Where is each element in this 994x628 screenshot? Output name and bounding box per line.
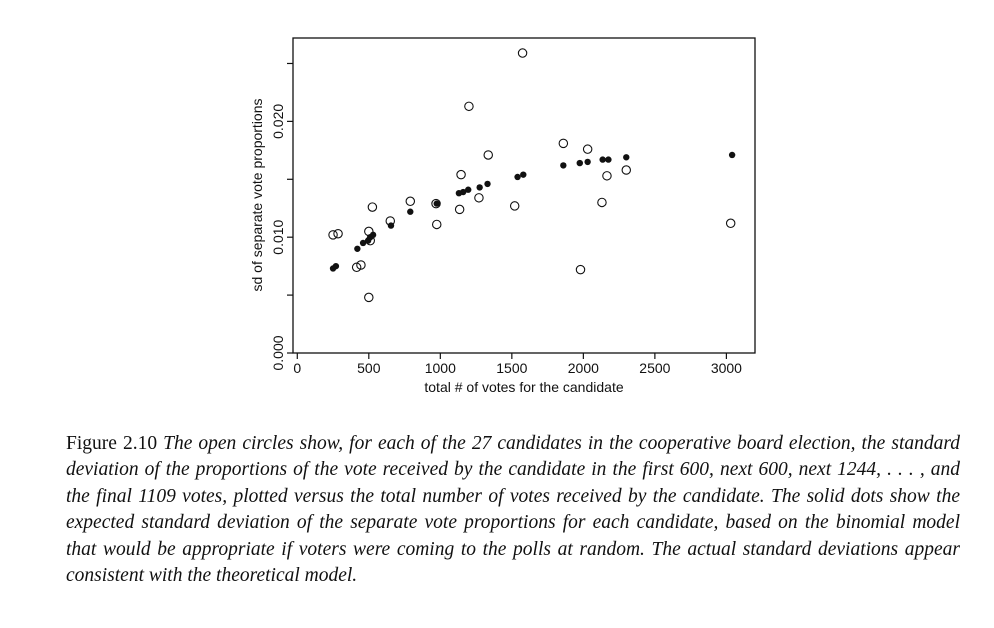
- solid-dot-point: [433, 200, 440, 207]
- open-circle-point: [558, 138, 569, 149]
- open-circle-point: [328, 230, 338, 240]
- solid-dot-point: [354, 245, 361, 252]
- open-circle-point: [454, 204, 465, 215]
- solid-dot-point: [560, 162, 567, 169]
- solid-dot-point: [599, 156, 606, 163]
- y-axis-label: sd of separate vote proportions: [249, 98, 265, 291]
- y-tick-label: 0.020: [270, 104, 286, 139]
- figure-caption: Figure 2.10 The open circles show, for e…: [66, 431, 960, 589]
- open-circle-point: [483, 150, 493, 160]
- open-circle-point: [456, 169, 466, 180]
- solid-dot-point: [623, 154, 630, 161]
- y-tick-label: 0.000: [270, 335, 286, 370]
- open-circle-point: [725, 218, 736, 229]
- open-circle-point: [356, 260, 366, 270]
- solid-dot-point: [584, 158, 591, 166]
- y-tick-label: 0.010: [270, 219, 286, 254]
- solid-dot-point: [476, 184, 483, 191]
- open-circle-point: [464, 101, 474, 112]
- solid-dot-point: [460, 188, 467, 196]
- solid-dot-point: [369, 231, 377, 239]
- open-circle-point: [364, 292, 374, 303]
- solid-dot-point: [407, 208, 414, 215]
- open-circle-point: [431, 219, 442, 230]
- open-circle-point: [517, 48, 528, 58]
- open-circle-point: [431, 198, 441, 209]
- solid-dot-point: [332, 262, 340, 270]
- plot-frame: [292, 37, 756, 354]
- solid-dot-point: [520, 171, 527, 178]
- solid-dot-point: [576, 159, 583, 167]
- x-tick-label: 0: [293, 360, 301, 376]
- x-axis: 0 500 1000 1500 2000 2500 3000: [293, 353, 742, 376]
- figure-caption-text: The open circles show, for each of the 2…: [66, 433, 960, 587]
- figure-label: Figure 2.10: [66, 433, 158, 454]
- data-points: [328, 48, 736, 303]
- x-tick-label: 1500: [496, 360, 527, 376]
- scatter-plot: 0 500 1000 1500 2000 2500 3000 0.000 0.010 0.020…: [249, 37, 756, 395]
- solid-dot-point: [359, 239, 367, 247]
- solid-dot-point: [465, 186, 472, 193]
- solid-dot-point: [484, 180, 491, 188]
- open-circle-point: [474, 193, 484, 203]
- open-circle-point: [333, 228, 343, 239]
- x-tick-label: 500: [357, 360, 381, 376]
- solid-dot-point: [728, 151, 736, 159]
- open-circle-point: [582, 144, 593, 154]
- y-axis: 0.000 0.010 0.020: [270, 62, 293, 371]
- open-circle-point: [575, 264, 586, 275]
- x-tick-label: 2000: [568, 360, 599, 376]
- open-circle-point: [367, 202, 378, 212]
- x-tick-label: 1000: [425, 360, 456, 376]
- solid-dot-point: [605, 156, 612, 163]
- open-circle-point: [621, 165, 632, 175]
- open-circle-point: [597, 197, 607, 208]
- open-circle-point: [405, 196, 416, 207]
- x-tick-label: 3000: [711, 360, 742, 376]
- solid-dot-point: [514, 173, 521, 181]
- solid-dot-point: [387, 222, 395, 229]
- x-axis-label: total # of votes for the candidate: [424, 379, 623, 395]
- open-circle-point: [509, 201, 520, 211]
- x-tick-label: 2500: [639, 360, 670, 376]
- open-circle-point: [602, 171, 612, 181]
